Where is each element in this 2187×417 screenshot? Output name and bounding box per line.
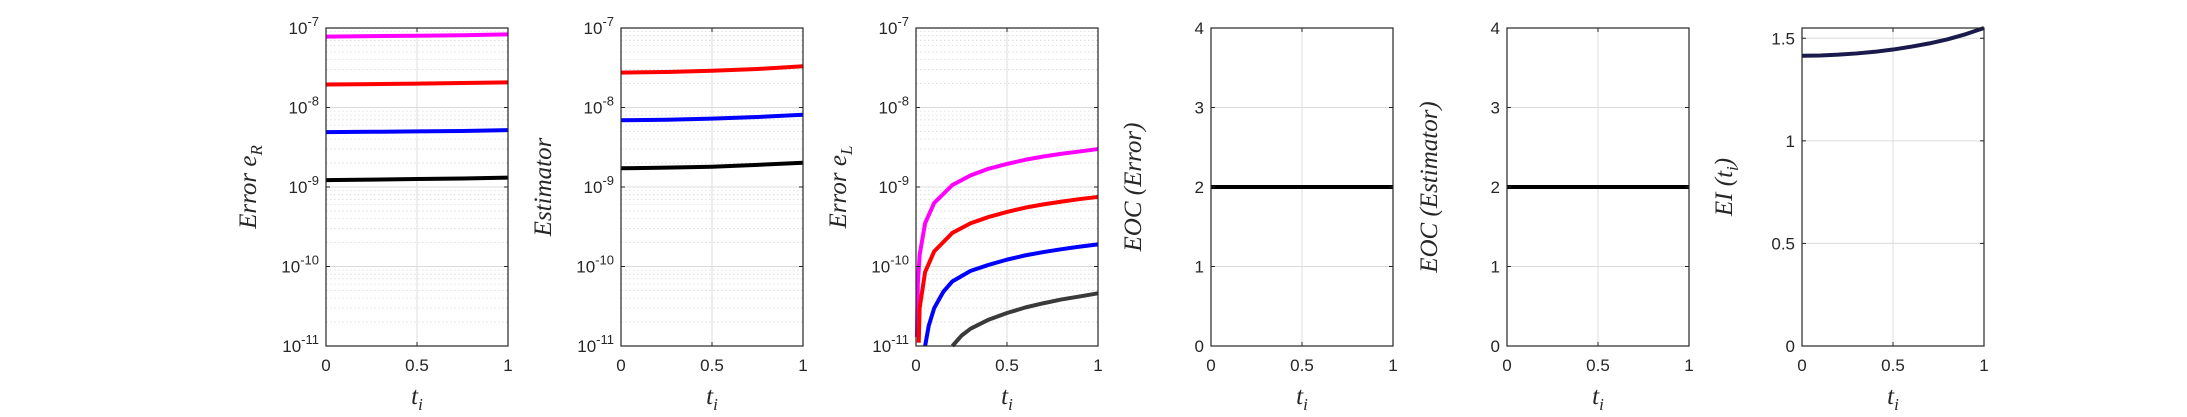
y-axis-label: EI (ti) <box>1711 158 1742 217</box>
x-tick-label: 0 <box>321 356 330 375</box>
y-tick-label: 10-9 <box>584 173 614 197</box>
y-tick-label: 2 <box>1195 178 1204 197</box>
chart-3: 10-11 10-10 10-9 10-8 10-7 0 0.5 1 ti Error eL <box>825 14 1103 414</box>
series-line-2 <box>916 194 1099 343</box>
x-tick-label: 0.5 <box>405 356 429 375</box>
y-tick-label: 3 <box>1491 99 1500 118</box>
series-line-4 <box>325 175 509 183</box>
x-tick-label: 1 <box>503 356 512 375</box>
y-tick-label: 4 <box>1195 19 1204 38</box>
y-tick-label: 3 <box>1195 99 1204 118</box>
x-tick-label: 1 <box>1093 356 1102 375</box>
chart-4: 0 1 2 3 4 0 0.5 1 ti EOC (Error) <box>1120 19 1398 414</box>
x-tick-label: 0 <box>1797 356 1806 375</box>
y-tick-label: 10-8 <box>584 94 614 118</box>
series-line-1 <box>620 64 804 75</box>
x-axis-label: ti <box>706 383 718 414</box>
y-tick-label: 1 <box>1786 132 1795 151</box>
y-tick-label: 1.5 <box>1771 29 1795 48</box>
y-axis-label: EOC (Estimator) <box>1416 101 1443 274</box>
y-tick-label: 10-7 <box>879 14 909 38</box>
y-tick-label: 10-8 <box>289 94 319 118</box>
chart-1: 10-11 10-10 10-9 10-8 10-7 0 0.5 1 ti Error eR <box>235 14 513 414</box>
x-axis-label: ti <box>1296 383 1308 414</box>
y-tick-label: 10-9 <box>879 173 909 197</box>
y-axis-label: Error eL <box>825 146 856 230</box>
y-axis-label: Estimator <box>530 137 557 237</box>
series-line-3 <box>923 242 1099 347</box>
series-line-4 <box>950 291 1099 348</box>
chart-6: 0 0.5 1 1.5 0 0.5 1 ti EI (ti) <box>1711 26 1989 414</box>
x-tick-label: 0.5 <box>995 356 1019 375</box>
y-tick-label: 0 <box>1491 337 1500 356</box>
x-tick-label: 0.5 <box>1290 356 1314 375</box>
y-tick-label: 10-10 <box>281 253 319 277</box>
series-line-1 <box>325 32 509 39</box>
y-tick-label: 1 <box>1195 258 1204 277</box>
y-tick-label: 4 <box>1491 19 1500 38</box>
x-axis-label: ti <box>411 383 423 414</box>
y-tick-label: 0 <box>1786 337 1795 356</box>
y-axis-label: Error eR <box>235 145 266 230</box>
y-tick-label: 10-9 <box>289 173 319 197</box>
x-tick-label: 0 <box>911 356 920 375</box>
y-tick-label: 10-10 <box>576 253 614 277</box>
chart-5: 0 1 2 3 4 0 0.5 1 ti EOC (Estimator) <box>1416 19 1694 414</box>
y-axis-label: EOC (Error) <box>1120 123 1147 253</box>
y-tick-label: 10-7 <box>289 14 319 38</box>
x-tick-label: 0 <box>1502 356 1511 375</box>
y-tick-label: 0.5 <box>1771 234 1795 253</box>
x-tick-label: 1 <box>1684 356 1693 375</box>
y-tick-label: 10-11 <box>282 332 319 356</box>
x-axis-label: ti <box>1001 383 1013 414</box>
y-tick-label: 0 <box>1195 337 1204 356</box>
y-tick-label: 10-10 <box>871 253 909 277</box>
x-tick-label: 0.5 <box>1586 356 1610 375</box>
series-line-3 <box>620 160 804 171</box>
y-tick-label: 1 <box>1491 258 1500 277</box>
series-line-3 <box>325 128 509 135</box>
y-tick-label: 10-11 <box>872 332 909 356</box>
x-tick-label: 1 <box>1979 356 1988 375</box>
y-tick-label: 2 <box>1491 178 1500 197</box>
series-line-2 <box>325 80 509 87</box>
y-tick-label: 10-8 <box>879 94 909 118</box>
x-axis-label: ti <box>1592 383 1604 414</box>
x-tick-label: 0.5 <box>700 356 724 375</box>
x-tick-label: 1 <box>798 356 807 375</box>
chart-2: 10-11 10-10 10-9 10-8 10-7 0 0.5 1 ti Estimator <box>530 14 808 414</box>
series-line-1 <box>1801 26 1985 58</box>
x-axis-label: ti <box>1887 383 1899 414</box>
y-tick-label: 10-11 <box>577 332 614 356</box>
series-line-2 <box>620 112 804 123</box>
x-tick-label: 0.5 <box>1881 356 1905 375</box>
x-tick-label: 1 <box>1388 356 1397 375</box>
x-tick-label: 0 <box>616 356 625 375</box>
series-line-1 <box>914 147 1099 337</box>
x-tick-label: 0 <box>1206 356 1215 375</box>
y-tick-label: 10-7 <box>584 14 614 38</box>
